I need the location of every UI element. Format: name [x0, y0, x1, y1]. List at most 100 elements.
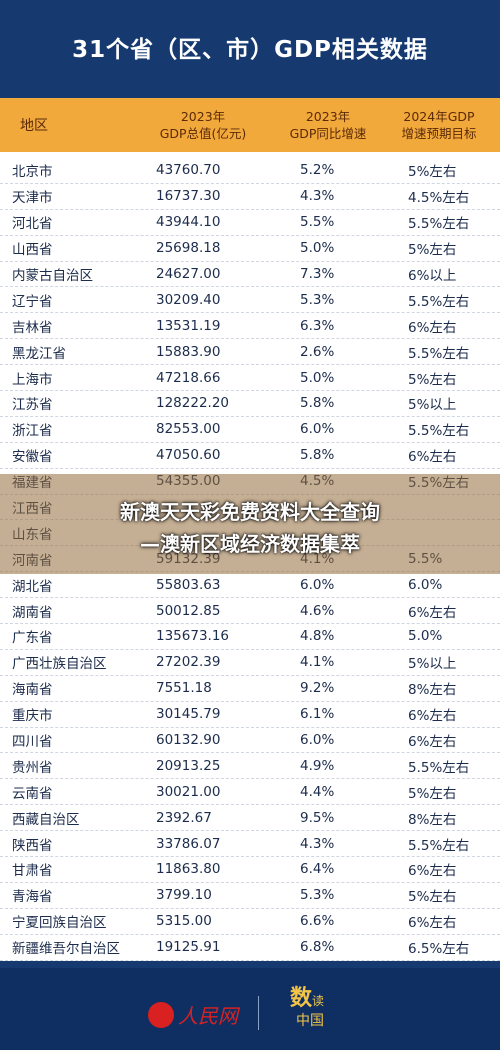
table-row: 云南省 30021.00 4.4% 5%左右 — [0, 779, 500, 806]
gdp-cell: 13531.19 — [156, 317, 221, 334]
gdp-cell: 33786.07 — [156, 835, 221, 852]
table-row: 四川省 60132.90 6.0% 6%左右 — [0, 728, 500, 754]
table-row: 浙江省 82553.00 6.0% 5.5%左右 — [0, 417, 500, 443]
gdp-cell: 50012.85 — [156, 602, 221, 619]
table-row: 河北省 43944.10 5.5% 5.5%左右 — [0, 210, 500, 236]
table-row: 黑龙江省 15883.90 2.6% 5.5%左右 — [0, 339, 500, 366]
header-growth-line2: GDP同比增速 — [289, 126, 367, 141]
growth-cell: 4.1% — [300, 654, 335, 671]
target-cell: 5%左右 — [408, 889, 457, 906]
logo-seal-icon — [148, 1001, 174, 1028]
target-cell: 5.5%左右 — [408, 216, 470, 233]
region-cell: 重庆市 — [12, 708, 53, 725]
footer-bar — [0, 968, 500, 1050]
header-target: 2024年GDP 增速预期目标 — [378, 108, 500, 142]
region-cell: 上海市 — [12, 371, 53, 388]
target-cell: 6%左右 — [408, 915, 457, 932]
growth-cell: 9.5% — [300, 809, 335, 826]
table-row: 青海省 3799.10 5.3% 5%左右 — [0, 883, 500, 909]
header-target-line2: 增速预期目标 — [401, 126, 477, 141]
table-row: 陕西省 33786.07 4.3% 5.5%左右 — [0, 831, 500, 858]
target-cell: 5.0% — [408, 628, 443, 645]
header-region: 地区 — [20, 118, 48, 134]
target-cell: 4.5%左右 — [408, 190, 470, 207]
target-cell: 5.5%左右 — [408, 837, 470, 854]
table-row: 山西省 25698.18 5.0% 5%左右 — [0, 236, 500, 262]
header-gdp-line2: GDP总值(亿元) — [159, 126, 247, 141]
growth-cell: 4.4% — [300, 783, 335, 800]
region-cell: 辽宁省 — [12, 293, 53, 310]
gdp-cell: 19125.91 — [156, 939, 221, 956]
gdp-cell: 30145.79 — [156, 706, 221, 723]
target-cell: 5%以上 — [408, 397, 457, 414]
growth-cell: 4.9% — [300, 757, 335, 774]
target-cell: 5%左右 — [408, 371, 457, 388]
region-cell: 山西省 — [12, 242, 53, 259]
growth-cell: 6.0% — [300, 421, 335, 438]
target-cell: 6.0% — [408, 576, 443, 593]
region-cell: 湖南省 — [12, 604, 53, 621]
gdp-cell: 47218.66 — [156, 369, 221, 386]
gdp-cell: 24627.00 — [156, 266, 221, 282]
region-cell: 四川省 — [12, 734, 53, 751]
region-cell: 河北省 — [12, 216, 53, 233]
region-cell: 广东省 — [12, 630, 53, 647]
page-title: 31个省（区、市）GDP相关数据 — [72, 37, 428, 63]
header-growth-line1: 2023年 — [305, 109, 351, 124]
growth-cell: 7.3% — [300, 266, 335, 282]
gdp-cell: 11863.80 — [156, 861, 221, 878]
target-cell: 5.5%左右 — [408, 345, 470, 362]
logo1-text: 人民网 — [178, 1004, 238, 1028]
gdp-cell: 128222.20 — [156, 395, 230, 412]
logo2-char-c: 中国 — [296, 1013, 324, 1029]
table-row: 广东省 135673.16 4.8% 5.0% — [0, 624, 500, 650]
table-row: 湖南省 50012.85 4.6% 6%左右 — [0, 598, 500, 625]
target-cell: 6%左右 — [408, 708, 457, 725]
table-row: 北京市 43760.70 5.2% 5%左右 — [0, 158, 500, 184]
table-row: 上海市 47218.66 5.0% 5%左右 — [0, 365, 500, 392]
target-cell: 5%以上 — [408, 656, 457, 673]
target-cell: 5%左右 — [408, 785, 457, 802]
gdp-cell: 60132.90 — [156, 732, 221, 749]
gdp-cell: 3799.10 — [156, 887, 212, 904]
table-row: 辽宁省 30209.40 5.3% 5.5%左右 — [0, 287, 500, 314]
table-row: 新疆维吾尔自治区 19125.91 6.8% 6.5%左右 — [0, 935, 500, 961]
table-row: 重庆市 30145.79 6.1% 6%左右 — [0, 702, 500, 728]
table-row: 宁夏回族自治区 5315.00 6.6% 6%左右 — [0, 909, 500, 935]
table-header: 地区 2023年 GDP总值(亿元) 2023年 GDP同比增速 2024年GD… — [0, 98, 500, 152]
target-cell: 5.5%左右 — [408, 293, 470, 310]
growth-cell: 5.5% — [300, 214, 335, 231]
watermark-banner — [0, 474, 500, 574]
shudu-china-logo: 数读 中国 — [290, 987, 324, 1031]
region-cell: 广西壮族自治区 — [12, 656, 107, 673]
region-cell: 北京市 — [12, 164, 53, 181]
target-cell: 6%左右 — [408, 734, 457, 751]
growth-cell: 6.8% — [300, 939, 335, 956]
table-row: 吉林省 13531.19 6.3% 6%左右 — [0, 313, 500, 340]
gdp-cell: 55803.63 — [156, 576, 221, 593]
growth-cell: 4.3% — [300, 835, 335, 852]
gdp-cell: 135673.16 — [156, 628, 230, 645]
growth-cell: 6.6% — [300, 913, 335, 930]
target-cell: 6%左右 — [408, 604, 457, 621]
target-cell: 5.5%左右 — [408, 759, 470, 776]
region-cell: 西藏自治区 — [12, 811, 80, 828]
region-cell: 甘肃省 — [12, 863, 53, 880]
table-row: 广西壮族自治区 27202.39 4.1% 5%以上 — [0, 650, 500, 676]
banner-line1: 新澳天天彩免费资料大全查询 — [120, 500, 380, 524]
header-growth: 2023年 GDP同比增速 — [258, 108, 378, 142]
table-row: 内蒙古自治区 24627.00 7.3% 6%以上 — [0, 262, 500, 288]
gdp-cell: 27202.39 — [156, 654, 221, 671]
target-cell: 6.5%左右 — [408, 941, 470, 958]
growth-cell: 5.8% — [300, 447, 335, 464]
growth-cell: 6.1% — [300, 706, 335, 723]
table-row: 甘肃省 11863.80 6.4% 6%左右 — [0, 857, 500, 883]
region-cell: 新疆维吾尔自治区 — [12, 941, 120, 958]
header-gdp: 2023年 GDP总值(亿元) — [148, 108, 258, 142]
footer-divider — [258, 996, 259, 1030]
target-cell: 5%左右 — [408, 242, 457, 259]
growth-cell: 5.8% — [300, 395, 335, 412]
region-cell: 海南省 — [12, 682, 53, 699]
growth-cell: 5.0% — [300, 240, 335, 257]
table-row: 贵州省 20913.25 4.9% 5.5%左右 — [0, 753, 500, 780]
